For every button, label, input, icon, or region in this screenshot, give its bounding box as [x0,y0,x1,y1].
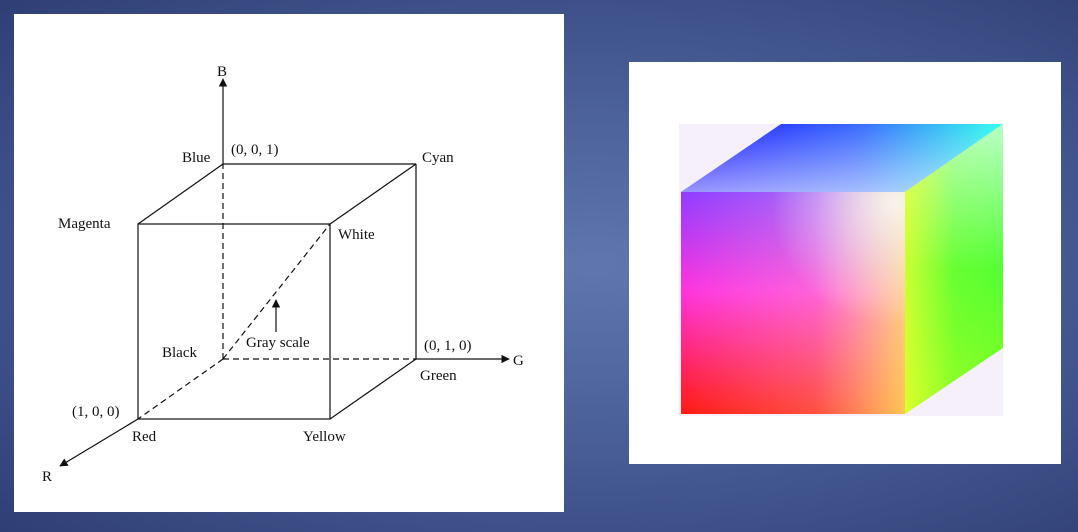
cube-front-face [137,223,331,420]
axis-label-g: G [513,353,524,369]
axis-label-b: B [217,64,227,80]
vertex-label-white: White [338,227,375,243]
vertex-coord-blue: (0, 0, 1) [231,142,279,158]
edge-yellow-green [329,358,417,420]
rgb-cube-color-image [679,124,1003,416]
vertex-coord-red: (1, 0, 0) [72,404,120,420]
cube-side-face-shading [905,124,1003,414]
gray-scale-label: Gray scale [246,335,310,351]
vertex-label-red: Red [132,429,157,445]
rgb-cube-diagram-panel: B G R Blue (0, 0, 1) Cyan Magenta White … [14,14,564,512]
r-axis [59,418,139,467]
rgb-cube-color-panel [629,62,1061,464]
vertex-label-magenta: Magenta [58,216,111,232]
cube-top-face-shading [681,124,1003,192]
hidden-edge-black-red [137,358,224,420]
axis-label-r: R [42,469,52,485]
vertex-label-cyan: Cyan [422,150,454,166]
vertex-label-green: Green [420,368,457,384]
vertex-coord-green: (0, 1, 0) [424,338,472,354]
edge-white-cyan [329,163,417,225]
cube-front-face-highlight [681,192,905,414]
edge-magenta-blue [137,163,224,225]
vertex-label-black: Black [162,345,197,361]
rgb-cube-diagram: B G R Blue (0, 0, 1) Cyan Magenta White … [42,64,524,485]
vertex-label-blue: Blue [182,150,211,166]
vertex-label-yellow: Yellow [303,429,346,445]
gray-scale-diagonal [222,223,331,360]
